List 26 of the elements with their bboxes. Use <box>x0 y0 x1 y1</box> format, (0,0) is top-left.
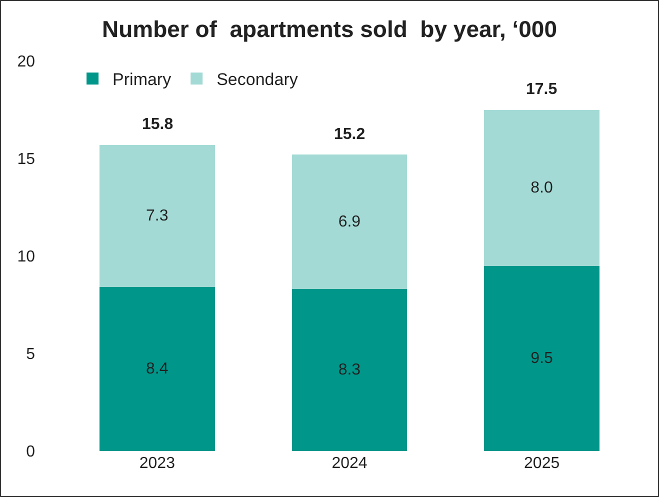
y-tick-label: 5 <box>26 346 36 364</box>
x-tick-label: 2023 <box>139 455 176 472</box>
chart-title: Number of apartments sold by year, ‘000 <box>102 16 558 42</box>
data-label: 8.4 <box>146 360 168 378</box>
y-tick-label: 0 <box>26 444 36 461</box>
bar <box>99 287 215 451</box>
y-tick-label: 10 <box>17 248 36 266</box>
bar <box>484 266 600 451</box>
data-label: 7.3 <box>146 208 168 225</box>
data-label: 8.3 <box>338 362 361 379</box>
x-tick-label: 2025 <box>524 455 560 472</box>
y-tick-label: 15 <box>17 151 36 168</box>
legend-label: Secondary <box>216 70 298 90</box>
total-label: 15.2 <box>334 126 366 143</box>
total-label: 17.5 <box>526 81 558 98</box>
y-tick-label: 20 <box>17 54 36 71</box>
x-tick-label: 2024 <box>332 455 368 472</box>
legend-label: Primary <box>112 70 172 90</box>
data-label: 8.0 <box>530 179 553 196</box>
data-label: 6.9 <box>338 213 361 230</box>
bar <box>292 154 408 290</box>
bar <box>292 289 408 451</box>
total-label: 15.8 <box>142 116 174 133</box>
bar <box>99 144 215 288</box>
data-label: 9.5 <box>530 350 553 367</box>
bar <box>484 110 600 266</box>
